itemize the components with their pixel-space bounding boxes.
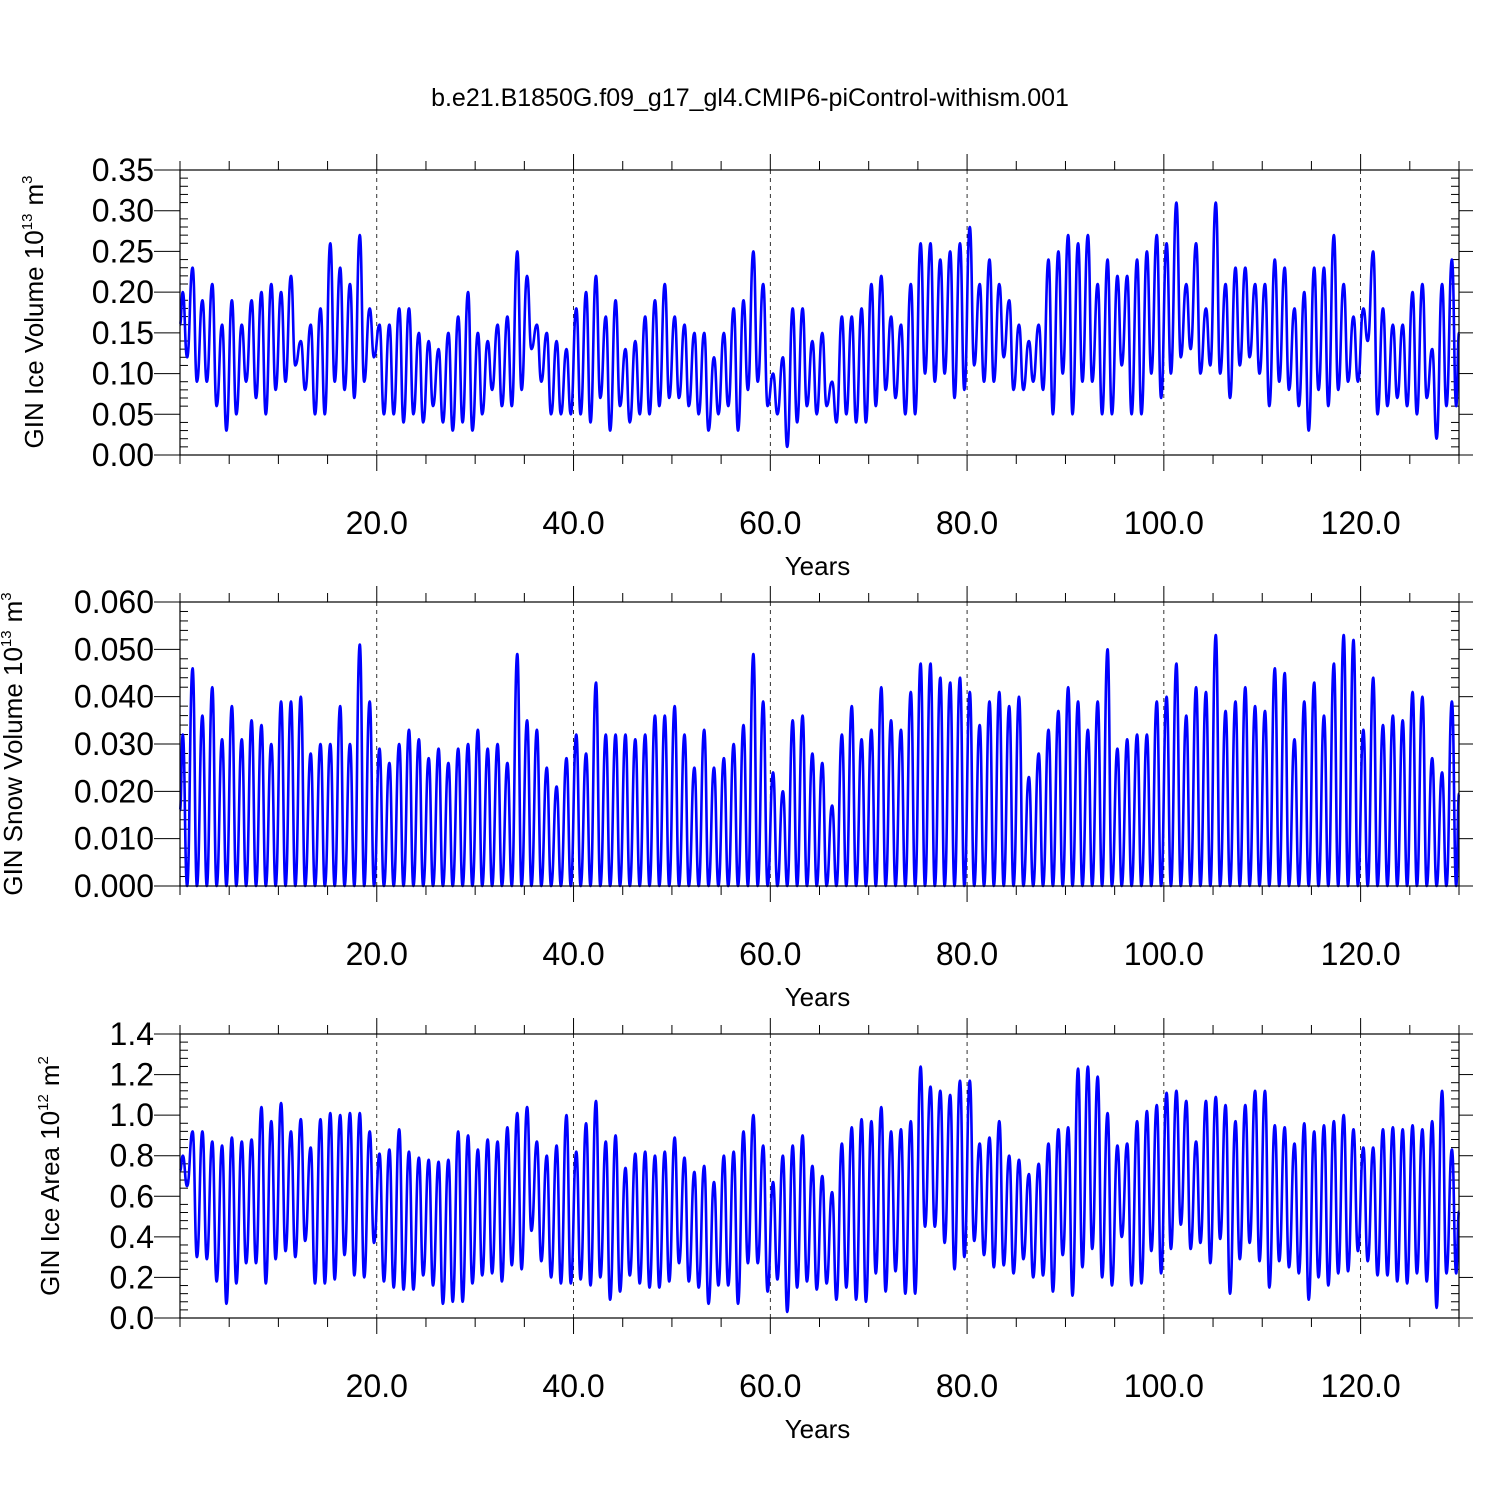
plot-frame <box>179 601 1460 887</box>
x-tick-label: 120.0 <box>1321 1368 1401 1404</box>
y-tick-label: 0.050 <box>74 631 154 667</box>
x-tick-label: 40.0 <box>542 936 604 972</box>
y-tick-label: 0.20 <box>92 274 154 310</box>
y-tick-label: 0.4 <box>110 1219 154 1255</box>
y-axis-title-unit-exponent: 3 <box>19 176 36 184</box>
y-tick-label: 0.35 <box>92 152 154 188</box>
x-tick-label: 80.0 <box>936 505 998 541</box>
y-tick-label: 0.040 <box>74 679 154 715</box>
y-axis-title-main: GIN Ice Volume 10 <box>19 230 49 448</box>
y-tick-label: 0.05 <box>92 396 154 432</box>
y-axis-title: GIN Ice Volume 1013 m3 <box>19 176 49 449</box>
x-tick-label: 120.0 <box>1321 505 1401 541</box>
y-axis-title-unit-exponent: 3 <box>0 592 15 600</box>
y-tick-label: 0.060 <box>74 584 154 620</box>
plot-frame <box>179 169 1460 456</box>
y-axis-title-main: GIN Ice Area 10 <box>35 1111 65 1296</box>
y-tick-label: 0.2 <box>110 1259 154 1295</box>
x-tick-label: 60.0 <box>739 505 801 541</box>
y-tick-label: 0.010 <box>74 821 154 857</box>
x-tick-label: 80.0 <box>936 936 998 972</box>
y-tick-label: 0.15 <box>92 315 154 351</box>
x-tick-label: 100.0 <box>1124 1368 1204 1404</box>
x-tick-label: 120.0 <box>1321 936 1401 972</box>
y-axis-title-unit: m <box>19 184 49 206</box>
y-axis-title-unit-exponent: 2 <box>35 1056 52 1064</box>
y-tick-label: 0.10 <box>92 356 154 392</box>
x-tick-label: 20.0 <box>346 936 408 972</box>
y-tick-label: 0.0 <box>110 1300 154 1336</box>
x-tick-label: 20.0 <box>346 1368 408 1404</box>
y-tick-label: 0.30 <box>92 193 154 229</box>
x-tick-label: 40.0 <box>542 505 604 541</box>
series-line <box>178 1065 1461 1314</box>
x-tick-label: 40.0 <box>542 1368 604 1404</box>
y-axis-title-unit: m <box>35 1065 65 1087</box>
x-axis-title: Years <box>785 551 851 581</box>
y-axis-title-exponent: 13 <box>19 214 36 231</box>
y-axis-title-exponent: 12 <box>35 1094 52 1111</box>
series-line <box>178 201 1461 449</box>
x-tick-label: 60.0 <box>739 936 801 972</box>
y-tick-label: 0.000 <box>74 868 154 904</box>
x-tick-label: 100.0 <box>1124 505 1204 541</box>
y-tick-label: 1.4 <box>110 1016 154 1052</box>
y-axis-title-exponent: 13 <box>0 630 15 647</box>
y-tick-label: 0.6 <box>110 1178 154 1214</box>
y-tick-label: 0.020 <box>74 773 154 809</box>
x-axis-title: Years <box>785 1414 851 1444</box>
x-tick-label: 60.0 <box>739 1368 801 1404</box>
y-tick-label: 1.0 <box>110 1097 154 1133</box>
plot-frame <box>179 1033 1460 1319</box>
x-axis-title: Years <box>785 982 851 1012</box>
series-line <box>178 633 1461 888</box>
x-tick-label: 20.0 <box>346 505 408 541</box>
y-tick-label: 0.030 <box>74 726 154 762</box>
x-tick-label: 80.0 <box>936 1368 998 1404</box>
y-tick-label: 0.00 <box>92 437 154 473</box>
y-axis-title-unit: m <box>0 601 28 623</box>
x-tick-label: 100.0 <box>1124 936 1204 972</box>
y-axis-title: GIN Snow Volume 1013 m3 <box>0 592 28 895</box>
y-tick-label: 0.8 <box>110 1138 154 1174</box>
y-tick-label: 1.2 <box>110 1057 154 1093</box>
y-axis-title-main: GIN Snow Volume 10 <box>0 647 28 896</box>
chart-title: b.e21.B1850G.f09_g17_gl4.CMIP6-piControl… <box>431 84 1069 112</box>
y-tick-label: 0.25 <box>92 233 154 269</box>
y-axis-title: GIN Ice Area 1012 m2 <box>35 1056 65 1296</box>
